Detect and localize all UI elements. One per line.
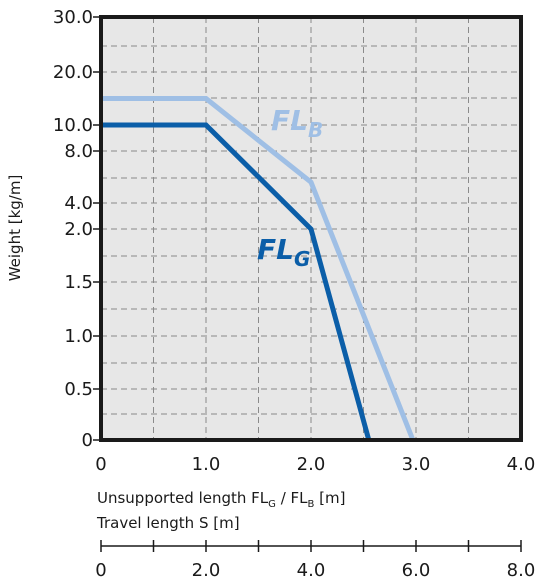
travel-axis: 0 2.0 4.0 6.0 8.0 xyxy=(95,540,535,581)
series-label-fl-b-main: FL xyxy=(271,104,308,137)
travel-tick-label: 0 xyxy=(95,560,106,581)
y-tick-label: 8.0 xyxy=(64,141,93,162)
x-axis-label-sub-b: B xyxy=(308,499,315,510)
series-line-fl-g xyxy=(101,122,372,441)
travel-axis-label: Travel length S [m] xyxy=(96,514,240,532)
x-tick-label: 4.0 xyxy=(507,454,536,475)
travel-tick-label: 6.0 xyxy=(402,560,431,581)
x-axis: 0 1.0 2.0 3.0 4.0 xyxy=(95,454,535,475)
x-axis-label: Unsupported length FLG / FLB [m] xyxy=(97,489,345,510)
y-tick-label: 1.0 xyxy=(64,326,93,347)
x-tick-label: 1.0 xyxy=(192,454,221,475)
x-axis-label-sub-g: G xyxy=(268,499,276,510)
x-axis-label-main: Unsupported length FL xyxy=(97,489,269,507)
series-label-fl-g-sub: G xyxy=(294,247,310,271)
series-label-fl-b: FLB xyxy=(271,104,323,142)
series-line-fl-b xyxy=(101,96,416,441)
x-tick-label: 2.0 xyxy=(297,454,326,475)
y-tick-label: 10.0 xyxy=(53,115,93,136)
y-tick-label: 20.0 xyxy=(53,62,93,83)
y-tick-label: 0.5 xyxy=(64,379,93,400)
travel-tick-label: 8.0 xyxy=(507,560,536,581)
x-axis-label-tail: [m] xyxy=(314,489,345,507)
travel-tick-label: 4.0 xyxy=(297,560,326,581)
y-axis: 0 0.5 1.0 1.5 2.0 4.0 8.0 10.0 20.0 30.0 xyxy=(53,7,101,451)
x-axis-label-mid: / FL xyxy=(276,489,308,507)
y-tick-label: 4.0 xyxy=(64,193,93,214)
y-tick-label: 2.0 xyxy=(64,219,93,240)
y-tick-label: 1.5 xyxy=(64,272,93,293)
series-label-fl-b-sub: B xyxy=(308,118,323,142)
y-tick-label: 30.0 xyxy=(53,7,93,28)
y-axis-label: Weight [kg/m] xyxy=(6,175,24,282)
x-tick-label: 0 xyxy=(95,454,106,475)
series-label-fl-g: FLG xyxy=(257,233,310,271)
y-tick-label: 0 xyxy=(82,430,93,451)
series-layer xyxy=(101,96,416,441)
series-label-fl-g-main: FL xyxy=(257,233,294,266)
x-tick-label: 3.0 xyxy=(402,454,431,475)
travel-tick-label: 2.0 xyxy=(192,560,221,581)
